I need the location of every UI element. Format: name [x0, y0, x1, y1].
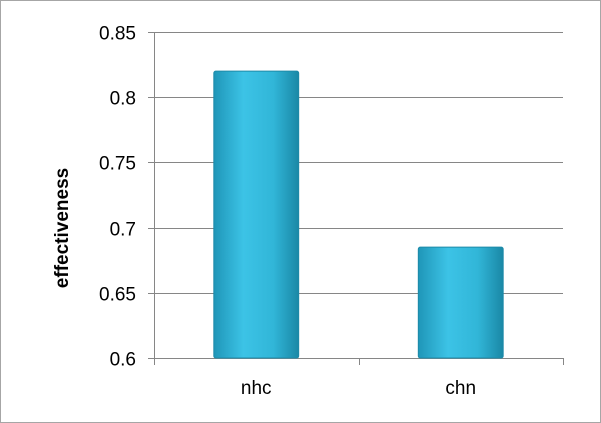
y-axis-title: effectiveness [52, 168, 73, 288]
bar-chn [417, 246, 504, 359]
y-tick-label: 0.65 [99, 285, 136, 306]
y-tick-label: 0.6 [110, 350, 136, 371]
y-tick-label: 0.75 [99, 154, 136, 175]
bars [213, 70, 504, 359]
y-tick-label: 0.8 [110, 89, 136, 110]
x-tick-label: nhc [241, 378, 272, 399]
y-tick-label: 0.85 [99, 24, 136, 45]
x-tick-label: chn [445, 378, 476, 399]
bar-nhc [213, 70, 300, 359]
tick-labels: 0.6 0.65 0.7 0.75 0.8 0.85 nhc chn [99, 24, 476, 400]
y-tick-label: 0.7 [110, 220, 136, 241]
